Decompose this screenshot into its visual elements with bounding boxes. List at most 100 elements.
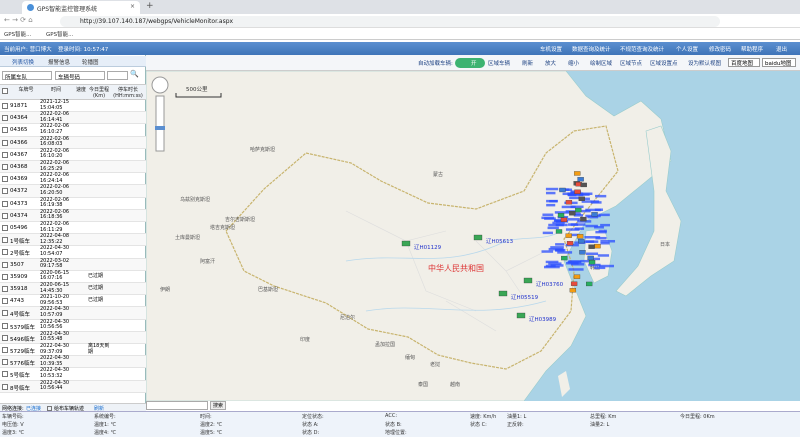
table-row[interactable]: [0, 246, 146, 259]
row-checkbox[interactable]: [2, 286, 8, 292]
panel-tab[interactable]: 轮播图: [82, 60, 99, 66]
row-checkbox[interactable]: [2, 359, 8, 366]
toolbar-item[interactable]: 设为默认视图: [688, 61, 722, 67]
table-row[interactable]: [0, 295, 146, 308]
toolbar-item[interactable]: 缩小: [568, 61, 580, 67]
vehicle-icon: [580, 216, 587, 222]
table-row[interactable]: [0, 283, 146, 296]
vehicle-tag: [546, 199, 558, 203]
menu-item[interactable]: 不规范查询及统计: [620, 47, 665, 53]
panel-tab[interactable]: 列表切换: [12, 60, 35, 66]
table-row[interactable]: [0, 368, 146, 381]
table-row[interactable]: [0, 258, 146, 271]
search-icon[interactable]: 🔍: [130, 70, 139, 78]
filter-select[interactable]: 车辆号码: [55, 71, 105, 81]
table-row[interactable]: [0, 198, 146, 210]
row-checkbox[interactable]: [2, 310, 8, 317]
table-row[interactable]: [0, 100, 146, 113]
table-row[interactable]: [0, 149, 146, 161]
vehicle-tag: [590, 257, 601, 261]
table-row[interactable]: [0, 136, 146, 149]
menu-item[interactable]: 帮助程序: [741, 47, 764, 53]
row-checkbox[interactable]: [2, 371, 8, 378]
row-checkbox[interactable]: [2, 139, 8, 146]
toolbar-item[interactable]: 刷新: [522, 61, 534, 67]
row-checkbox[interactable]: [2, 188, 8, 195]
table-row[interactable]: [0, 380, 146, 393]
status-field: 时间:: [200, 414, 212, 420]
toolbar-item[interactable]: 绘制区域: [590, 61, 613, 67]
toolbar-item[interactable]: 放大: [545, 61, 557, 67]
place-label: 越南: [450, 381, 460, 388]
map-select[interactable]: 百度地图: [728, 58, 760, 67]
table-row[interactable]: [0, 112, 146, 125]
table-row[interactable]: [0, 356, 146, 369]
menu-item[interactable]: 个人设置: [676, 47, 699, 53]
row-checkbox[interactable]: [2, 298, 8, 305]
row-checkbox[interactable]: [2, 237, 8, 244]
table-row[interactable]: [0, 124, 146, 137]
row-checkbox[interactable]: [2, 164, 8, 170]
track-checkbox[interactable]: [47, 406, 52, 411]
row-checkbox[interactable]: [2, 151, 8, 158]
vehicle-icon: [570, 281, 578, 286]
table-row[interactable]: [0, 307, 146, 320]
table-row[interactable]: [0, 173, 146, 186]
row-checkbox[interactable]: [2, 261, 8, 268]
search-input[interactable]: [107, 71, 128, 80]
row-checkbox[interactable]: [2, 115, 8, 122]
row-checkbox[interactable]: [2, 225, 8, 231]
toolbar-item[interactable]: 区域节点: [620, 61, 643, 67]
table-row[interactable]: [0, 344, 146, 357]
filter-select[interactable]: 所属车队: [2, 71, 52, 81]
new-tab[interactable]: +: [146, 1, 154, 11]
table-row[interactable]: [0, 161, 146, 174]
select-all[interactable]: [2, 88, 8, 94]
refresh-link[interactable]: 刷新: [94, 406, 105, 412]
menu-item[interactable]: 车机设置: [540, 47, 563, 53]
place-label: 尼泊尔: [340, 314, 355, 321]
row-checkbox[interactable]: [2, 103, 8, 109]
vehicle-icon: [523, 277, 533, 284]
toolbar-item[interactable]: 区域设置点: [650, 61, 678, 67]
plate: 2号临车: [10, 251, 30, 258]
map-search-button[interactable]: 搜索: [210, 401, 226, 410]
row-checkbox[interactable]: [2, 334, 8, 341]
table-row[interactable]: [0, 331, 146, 344]
auto-load-toggle[interactable]: 开: [455, 58, 485, 68]
time: 2020-06-15 14:45:30: [40, 282, 70, 294]
bookmark[interactable]: GPS智能...: [46, 32, 74, 38]
panel-tab[interactable]: 报警信息: [48, 60, 71, 66]
row-checkbox[interactable]: [2, 127, 8, 134]
row-checkbox[interactable]: [2, 383, 8, 390]
time: 2020-06-15 16:07:16: [40, 269, 70, 282]
menu-item[interactable]: 退出: [776, 47, 788, 53]
menu-item[interactable]: 修改密码: [709, 47, 732, 53]
status-field: 地理位置:: [385, 430, 407, 436]
row-checkbox[interactable]: [2, 200, 8, 207]
row-checkbox[interactable]: [2, 249, 8, 256]
menu-item[interactable]: 数据查询及统计: [572, 47, 611, 53]
row-checkbox[interactable]: [2, 322, 8, 329]
place-label: 乌兹别克斯坦: [180, 196, 210, 203]
table-row[interactable]: [0, 320, 146, 332]
status-field: 温度4: ℃: [94, 430, 117, 436]
browser-tab[interactable]: GPS智能监控管理系统 ×: [22, 1, 140, 14]
row-checkbox[interactable]: [2, 176, 8, 183]
toolbar-item[interactable]: 区域车辆: [488, 61, 511, 67]
map-select2[interactable]: baidu地图: [762, 58, 796, 67]
row-checkbox[interactable]: [2, 212, 8, 219]
row-checkbox[interactable]: [2, 347, 8, 353]
table-row[interactable]: [0, 271, 146, 283]
row-checkbox[interactable]: [2, 273, 8, 280]
bookmark[interactable]: GPS智能...: [4, 32, 32, 38]
place-label: 伊朗: [160, 286, 170, 293]
url[interactable]: http://39.107.140.187/webgps/VehicleMoni…: [80, 18, 234, 25]
table-row[interactable]: [0, 222, 146, 235]
table-row[interactable]: [0, 209, 146, 222]
table-row[interactable]: [0, 234, 146, 247]
plate: 04368: [10, 164, 28, 170]
map-search-input[interactable]: [146, 401, 208, 410]
table-row[interactable]: [0, 185, 146, 198]
